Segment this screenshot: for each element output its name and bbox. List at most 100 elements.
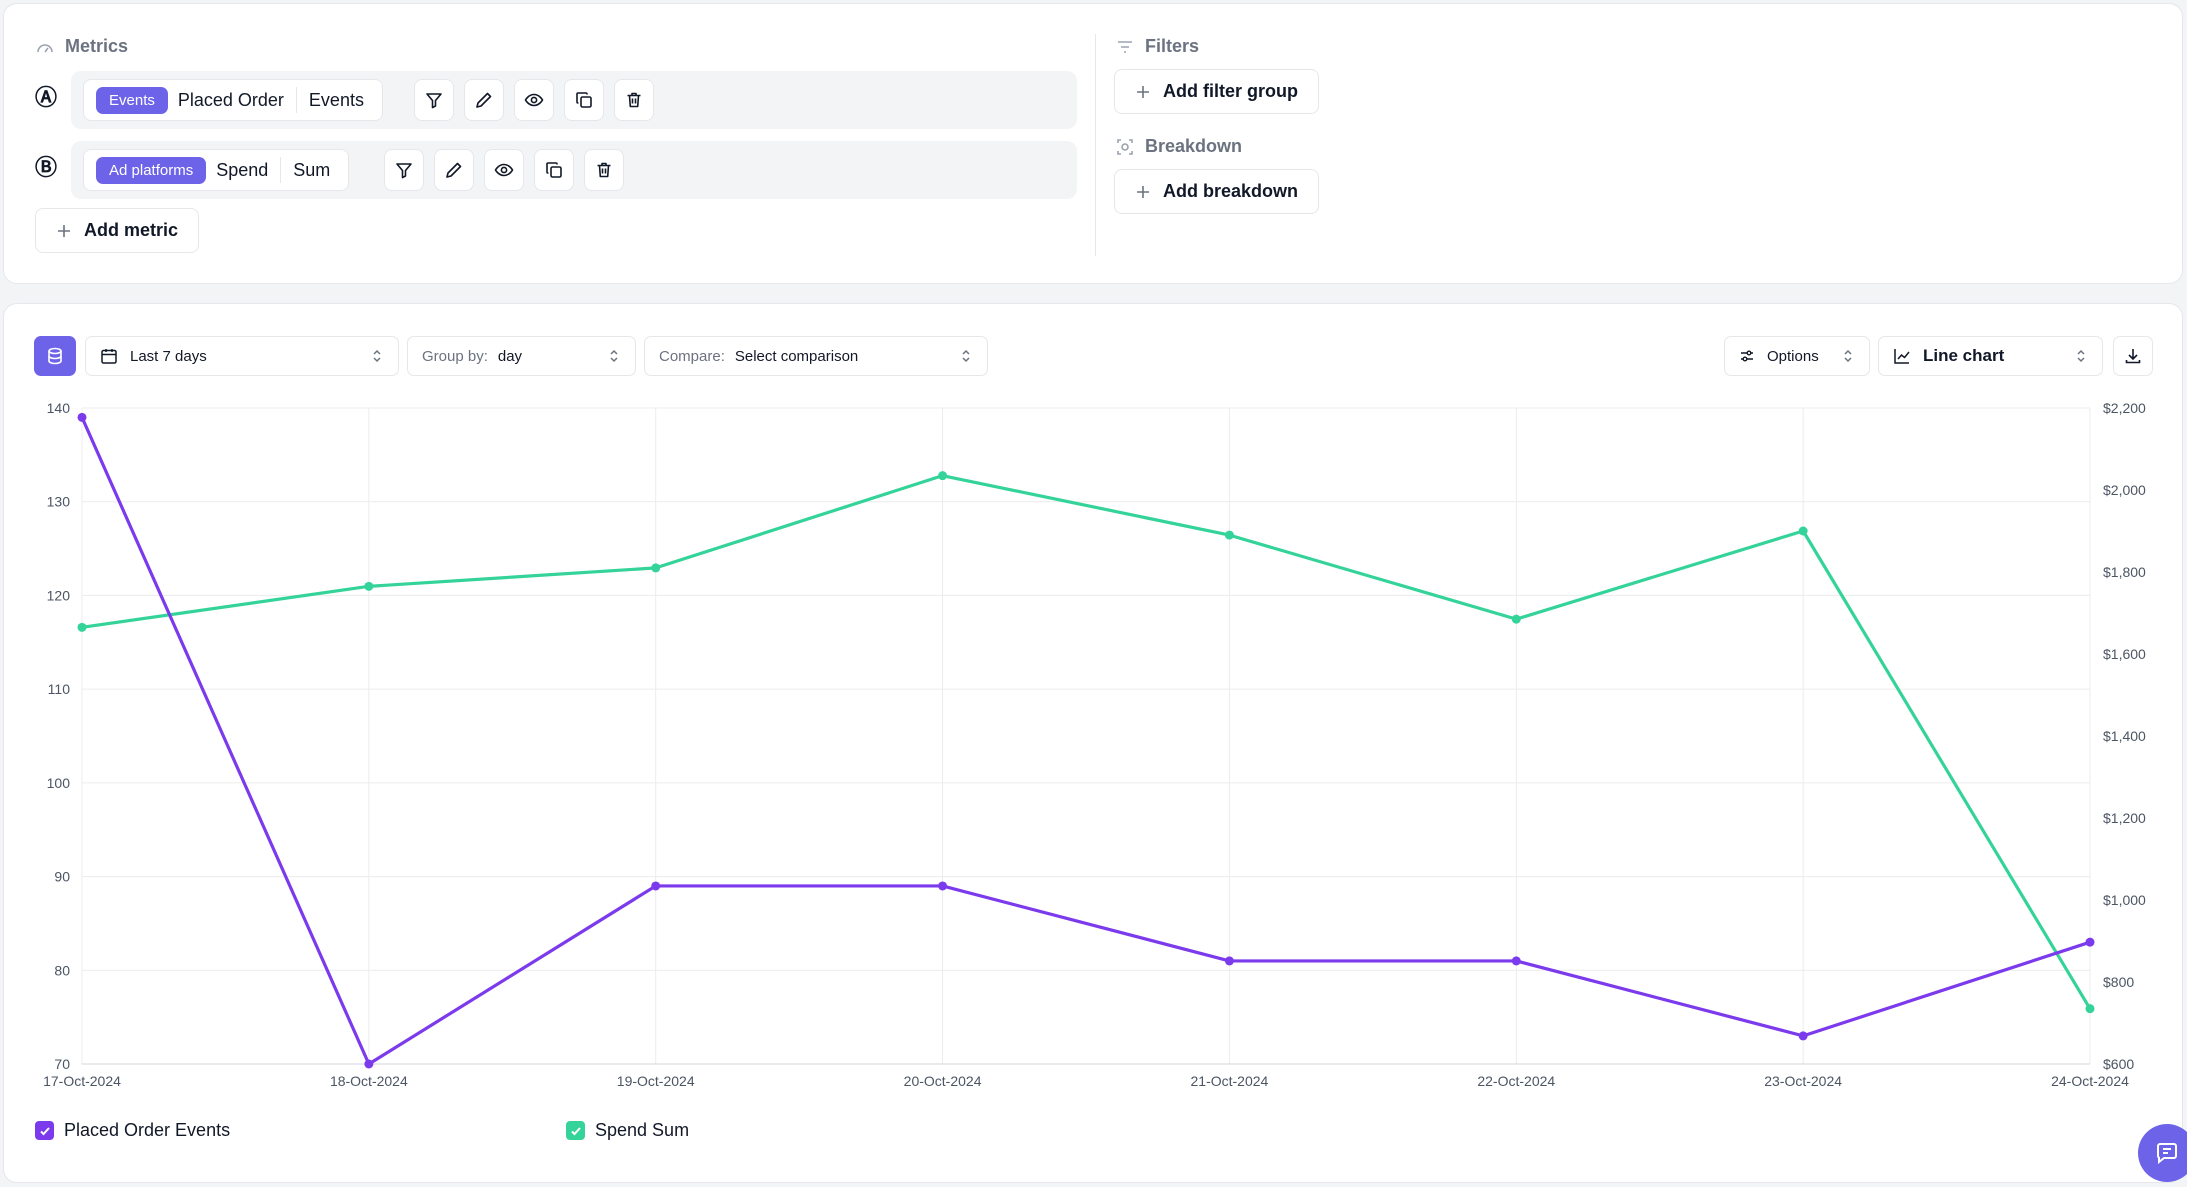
metric-b-aggregation[interactable]: Sum: [293, 159, 331, 180]
plus-icon: [1137, 85, 1149, 98]
x-tick-label: 18-Oct-2024: [330, 1073, 408, 1089]
metric-b-name: Spend: [216, 159, 269, 180]
y-right-tick-label: $1,800: [2103, 564, 2146, 580]
add-filter-group-button[interactable]: Add filter group: [1114, 69, 1319, 114]
breakdown-title: Breakdown: [1145, 136, 1243, 156]
data-point: [1224, 956, 1234, 966]
metric-b-filter-button[interactable]: [384, 149, 424, 191]
query-builder-card: Metrics Ⓐ Events Placed Order Events Ⓑ A…: [3, 3, 2183, 284]
compare-select[interactable]: Compare: Select comparison: [644, 336, 988, 376]
data-point: [1224, 530, 1234, 540]
x-tick-label: 21-Oct-2024: [1191, 1073, 1269, 1089]
compare-label: Compare:: [659, 347, 725, 365]
data-source-button[interactable]: [34, 336, 76, 376]
pencil-icon: [446, 162, 462, 178]
add-metric-button[interactable]: Add metric: [35, 208, 200, 253]
legend-checkbox[interactable]: [566, 1121, 585, 1140]
divider: [280, 157, 282, 183]
chevron-updown-icon: [373, 349, 381, 363]
download-button[interactable]: [2113, 336, 2153, 376]
copy-icon: [576, 92, 592, 108]
metric-a-aggregation[interactable]: Events: [308, 89, 364, 110]
chart-card: Last 7 days Group by: day Compare: Selec…: [3, 303, 2183, 1183]
add-breakdown-label: Add breakdown: [1163, 181, 1299, 201]
y-left-tick-label: 140: [47, 400, 71, 416]
group-by-label: Group by:: [422, 347, 488, 365]
x-tick-label: 23-Oct-2024: [1764, 1073, 1842, 1089]
legend-checkbox[interactable]: [35, 1121, 54, 1140]
y-right-tick-label: $1,200: [2103, 810, 2146, 826]
metric-b-letter: Ⓑ: [35, 155, 58, 180]
copy-icon: [546, 162, 562, 178]
plus-icon: [58, 224, 70, 237]
line-chart: 70 80 90 100 110 120 130 140 17-Oct-2024 18-Oct-2…: [43, 400, 2146, 1089]
pencil-icon: [476, 92, 492, 108]
gauge-icon: [37, 43, 53, 52]
divider: [295, 87, 297, 113]
metric-row-a: Events Placed Order Events: [71, 71, 1077, 129]
metric-a-letter: Ⓐ: [35, 85, 58, 110]
options-button[interactable]: Options: [1724, 336, 1870, 376]
legend-item-placed-order-events[interactable]: Placed Order Events: [35, 1120, 230, 1141]
metric-a-edit-button[interactable]: [464, 79, 504, 121]
metric-a-filter-button[interactable]: [414, 79, 454, 121]
metric-a-delete-button[interactable]: [614, 79, 654, 121]
plus-icon: [1137, 185, 1149, 198]
series-line-spend-sum: [81, 474, 2092, 1010]
x-tick-label: 24-Oct-2024: [2051, 1073, 2129, 1089]
legend-item-spend-sum[interactable]: Spend Sum: [566, 1120, 689, 1141]
calendar-icon: [101, 349, 117, 364]
trash-icon: [627, 92, 641, 108]
data-point: [1511, 956, 1521, 966]
filter-lines-icon: [1118, 40, 1132, 53]
chevron-updown-icon: [610, 349, 618, 363]
y-left-tick-label: 90: [54, 869, 70, 885]
y-right-tick-label: $1,400: [2103, 728, 2146, 744]
data-point: [651, 563, 661, 573]
metric-a-duplicate-button[interactable]: [564, 79, 604, 121]
data-point: [938, 471, 948, 481]
metric-a-source-badge: Events: [96, 86, 168, 114]
data-point: [1798, 526, 1808, 536]
chevron-updown-icon: [962, 349, 970, 363]
y-right-tick-label: $2,200: [2103, 400, 2146, 416]
group-by-select[interactable]: Group by: day: [407, 336, 636, 376]
metric-b-selector[interactable]: Ad platforms Spend Sum: [83, 149, 350, 191]
date-range-value: Last 7 days: [130, 347, 207, 365]
chevron-updown-icon: [1844, 349, 1852, 363]
data-point: [2085, 1004, 2095, 1014]
filters-title: Filters: [1145, 36, 1200, 56]
eye-icon: [494, 163, 514, 177]
breakdown-header: Breakdown: [1115, 136, 1242, 157]
series-line-placed-order-events: [80, 416, 2091, 1066]
breakdown-icon: [1117, 138, 1133, 155]
group-by-value: day: [497, 347, 523, 365]
y-right-tick-label: $1,600: [2103, 646, 2146, 662]
metric-b-visibility-button[interactable]: [484, 149, 524, 191]
y-left-tick-label: 130: [47, 494, 71, 510]
metric-a-visibility-button[interactable]: [514, 79, 554, 121]
metric-b-delete-button[interactable]: [584, 149, 624, 191]
add-metric-label: Add metric: [84, 220, 179, 240]
chevron-updown-icon: [2077, 349, 2085, 363]
legend-label: Spend Sum: [595, 1120, 690, 1140]
x-tick-label: 17-Oct-2024: [43, 1073, 121, 1089]
compare-value: Select comparison: [734, 347, 859, 365]
chart-type-label: Line chart: [1923, 346, 2005, 365]
metric-b-duplicate-button[interactable]: [534, 149, 574, 191]
date-range-select[interactable]: Last 7 days: [85, 336, 399, 376]
line-chart-icon: [1894, 349, 1910, 364]
metric-a-selector[interactable]: Events Placed Order Events: [83, 79, 383, 121]
y-right-tick-label: $1,000: [2103, 892, 2146, 908]
y-left-tick-label: 100: [47, 775, 71, 791]
section-divider: [1095, 34, 1096, 256]
trash-icon: [597, 162, 611, 178]
metrics-title: Metrics: [65, 36, 129, 56]
database-icon: [48, 347, 62, 365]
metric-b-edit-button[interactable]: [434, 149, 474, 191]
data-point: [1798, 1031, 1808, 1041]
add-breakdown-button[interactable]: Add breakdown: [1114, 169, 1320, 214]
add-filter-group-label: Add filter group: [1163, 81, 1298, 101]
chat-support-button[interactable]: [2138, 1124, 2187, 1182]
chart-type-select[interactable]: Line chart: [1878, 336, 2103, 376]
